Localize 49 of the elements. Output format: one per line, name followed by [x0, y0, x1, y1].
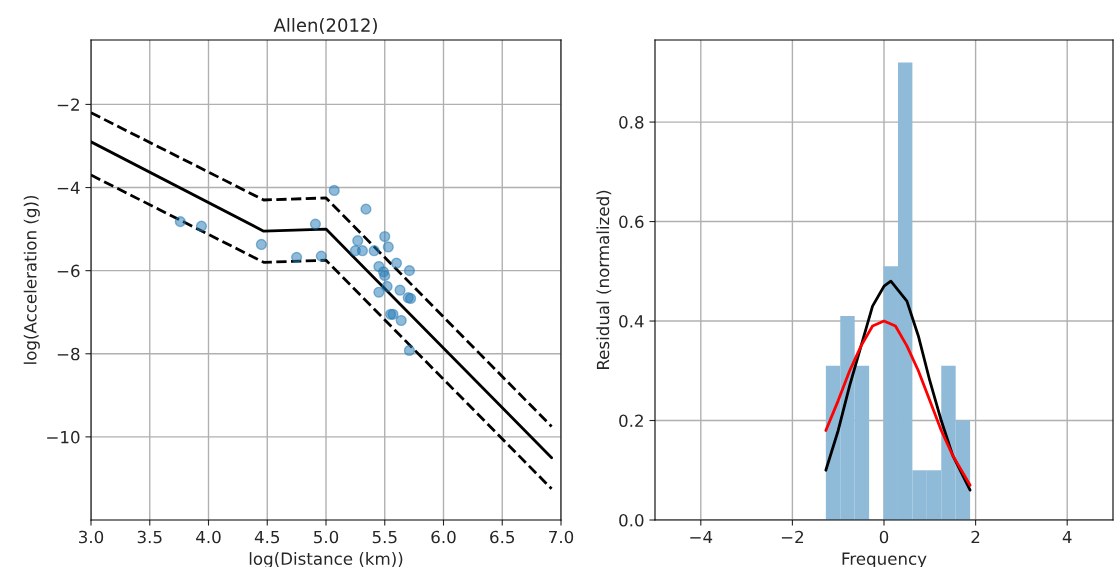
point — [174, 216, 186, 228]
y-tick-label: −6 — [57, 264, 80, 278]
x-tick-label: −4 — [690, 530, 713, 544]
y-tick-label: 0.8 — [619, 116, 644, 129]
y-tick-label: −10 — [47, 430, 80, 444]
line-series — [824, 319, 972, 487]
point — [394, 284, 406, 296]
y-tick-label: −4 — [57, 181, 80, 194]
point — [379, 270, 391, 282]
point — [373, 286, 385, 298]
x-tick-label: 0 — [879, 530, 889, 544]
x-tick-label: 2 — [971, 530, 980, 544]
point — [328, 184, 340, 197]
y-tick-label: 0.2 — [619, 414, 643, 428]
point — [315, 250, 327, 262]
chart-title: Allen(2012) — [273, 17, 377, 35]
y-axis-title: log(Acceleration (g)) — [23, 196, 40, 364]
y-tick-label: −8 — [57, 347, 80, 361]
x-tick-label: 4 — [1062, 530, 1072, 544]
point — [352, 235, 364, 247]
x-tick-label: 7.0 — [549, 530, 574, 544]
y-tick-label: −2 — [57, 98, 79, 111]
point — [291, 251, 303, 263]
x-tick-label: 3.5 — [137, 530, 162, 544]
point — [368, 245, 380, 257]
y-tick-label: 0.4 — [619, 315, 644, 328]
x-tick-label: 6.0 — [431, 530, 456, 544]
y-axis-title: Residual (normalized) — [596, 190, 612, 370]
x-tick-label: 5.0 — [314, 530, 339, 544]
x-tick-label: 6.5 — [490, 530, 515, 544]
point — [356, 245, 369, 257]
point — [309, 218, 322, 230]
x-tick-label: 4.5 — [254, 530, 280, 544]
point — [195, 220, 208, 232]
point — [360, 203, 372, 215]
x-tick-label: 5.5 — [372, 530, 397, 544]
point — [403, 265, 416, 277]
point — [381, 280, 393, 293]
point — [382, 241, 394, 253]
point — [395, 314, 407, 327]
x-tick-label: 3.0 — [79, 530, 104, 544]
x-tick-label: 4.0 — [196, 530, 221, 544]
point — [403, 344, 416, 357]
point — [255, 238, 267, 251]
point — [390, 257, 403, 269]
y-tick-label: 0.0 — [619, 513, 644, 527]
x-tick-label: −2 — [781, 530, 804, 544]
y-tick-label: 0.6 — [619, 215, 644, 229]
point — [379, 230, 391, 243]
